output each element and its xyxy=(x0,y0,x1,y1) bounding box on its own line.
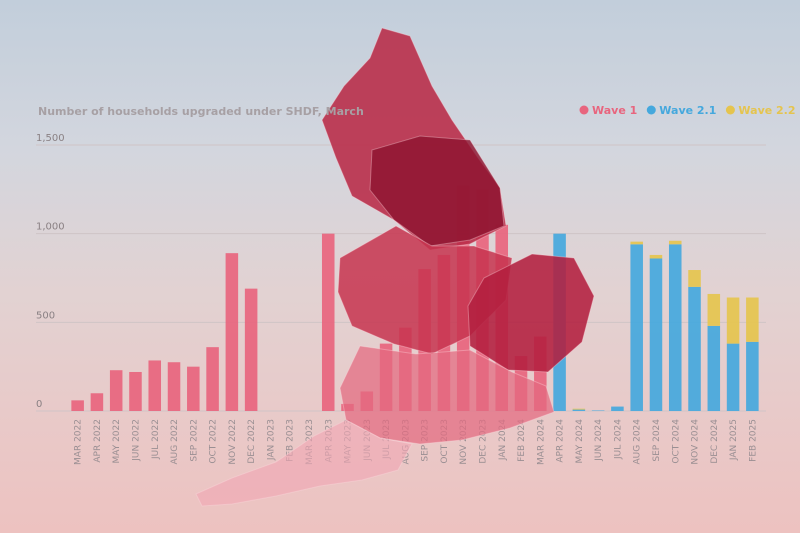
bar-segment xyxy=(71,400,84,411)
legend-label: Wave 2.1 xyxy=(659,104,716,117)
bar-segment xyxy=(167,362,181,411)
x-tick-label: AUG 2022 xyxy=(170,419,180,464)
x-tick-label: JUN 2022 xyxy=(131,419,141,462)
bar-segment xyxy=(649,254,663,259)
x-tick-label: JUL 2022 xyxy=(151,419,161,460)
map-region-east xyxy=(467,253,595,373)
chart-title: Number of households upgraded under SHDF… xyxy=(38,105,364,118)
legend-swatch xyxy=(579,105,589,115)
bar-segment xyxy=(630,241,643,245)
bar-segment xyxy=(244,288,258,411)
bar-segment xyxy=(187,366,200,411)
bar-segment xyxy=(206,347,219,411)
bar-segment xyxy=(649,258,663,411)
bar-segment xyxy=(726,297,740,344)
x-tick-label: DEC 2023 xyxy=(478,419,488,464)
x-tick-label: NOV 2022 xyxy=(228,419,238,465)
bar-segment xyxy=(746,297,759,342)
x-tick-label: JAN 2024 xyxy=(498,419,508,461)
y-tick-label: 500 xyxy=(36,310,55,321)
bar-segment xyxy=(668,240,682,245)
bar-segment xyxy=(630,244,643,411)
legend-swatch xyxy=(725,105,735,115)
x-tick-label: MAR 2024 xyxy=(536,419,546,465)
y-tick-label: 1,000 xyxy=(36,222,65,233)
y-tick-label: 0 xyxy=(36,399,42,410)
x-tick-label: FEB 2023 xyxy=(286,419,296,462)
bar-segment xyxy=(109,370,123,411)
x-tick-label: SEP 2024 xyxy=(652,419,662,462)
x-tick-label: NOV 2024 xyxy=(691,419,701,465)
x-tick-label: APR 2024 xyxy=(556,419,566,463)
bar-segment xyxy=(707,325,721,411)
x-tick-label: SEP 2022 xyxy=(189,419,199,462)
bar-segment xyxy=(668,244,682,411)
england-map-overlay xyxy=(195,27,595,507)
x-tick-label: NOV 2023 xyxy=(459,419,469,465)
y-axis-ticks: 0 500 1,000 1,500 xyxy=(36,133,65,410)
map-region-southwest xyxy=(195,419,413,507)
bar-segment xyxy=(321,233,335,411)
bar-segment xyxy=(148,360,162,411)
y-tick-label: 1,500 xyxy=(36,133,65,144)
x-tick-label: MAR 2022 xyxy=(74,419,84,465)
x-tick-label: AUG 2024 xyxy=(633,419,643,465)
bar-segment xyxy=(688,270,701,287)
x-tick-label: JUL 2024 xyxy=(613,419,623,460)
x-tick-label: JAN 2023 xyxy=(266,419,276,461)
x-tick-label: MAY 2024 xyxy=(575,419,585,464)
bar-segment xyxy=(90,393,104,411)
x-tick-label: OCT 2022 xyxy=(209,419,219,464)
x-tick-label: DEC 2022 xyxy=(247,419,257,464)
bar-segment xyxy=(746,341,759,411)
x-tick-label: JAN 2025 xyxy=(729,419,739,461)
x-tick-label: MAY 2022 xyxy=(112,419,122,464)
bar-segment xyxy=(572,408,586,410)
bar-segment xyxy=(611,406,624,411)
bar-segment xyxy=(225,253,239,411)
x-tick-label: DEC 2024 xyxy=(710,419,720,464)
legend-label: Wave 1 xyxy=(592,104,637,117)
x-tick-label: FEB 2024 xyxy=(517,419,527,462)
legend: Wave 1 Wave 2.1 Wave 2.2 xyxy=(579,104,796,117)
x-tick-label: OCT 2024 xyxy=(671,419,681,464)
bar-segment xyxy=(572,409,586,411)
x-tick-label: FEB 2025 xyxy=(748,419,758,462)
x-tick-label: JUN 2024 xyxy=(594,419,604,462)
legend-swatch xyxy=(646,105,656,115)
bar-segment xyxy=(129,371,142,411)
map-region-yorkshire xyxy=(369,135,505,247)
bar-segment xyxy=(688,286,701,411)
legend-label: Wave 2.2 xyxy=(738,104,795,117)
bar-segment xyxy=(707,293,721,326)
x-tick-label: APR 2022 xyxy=(93,419,103,463)
bar-segment xyxy=(726,343,740,411)
bar-segment xyxy=(591,410,605,411)
